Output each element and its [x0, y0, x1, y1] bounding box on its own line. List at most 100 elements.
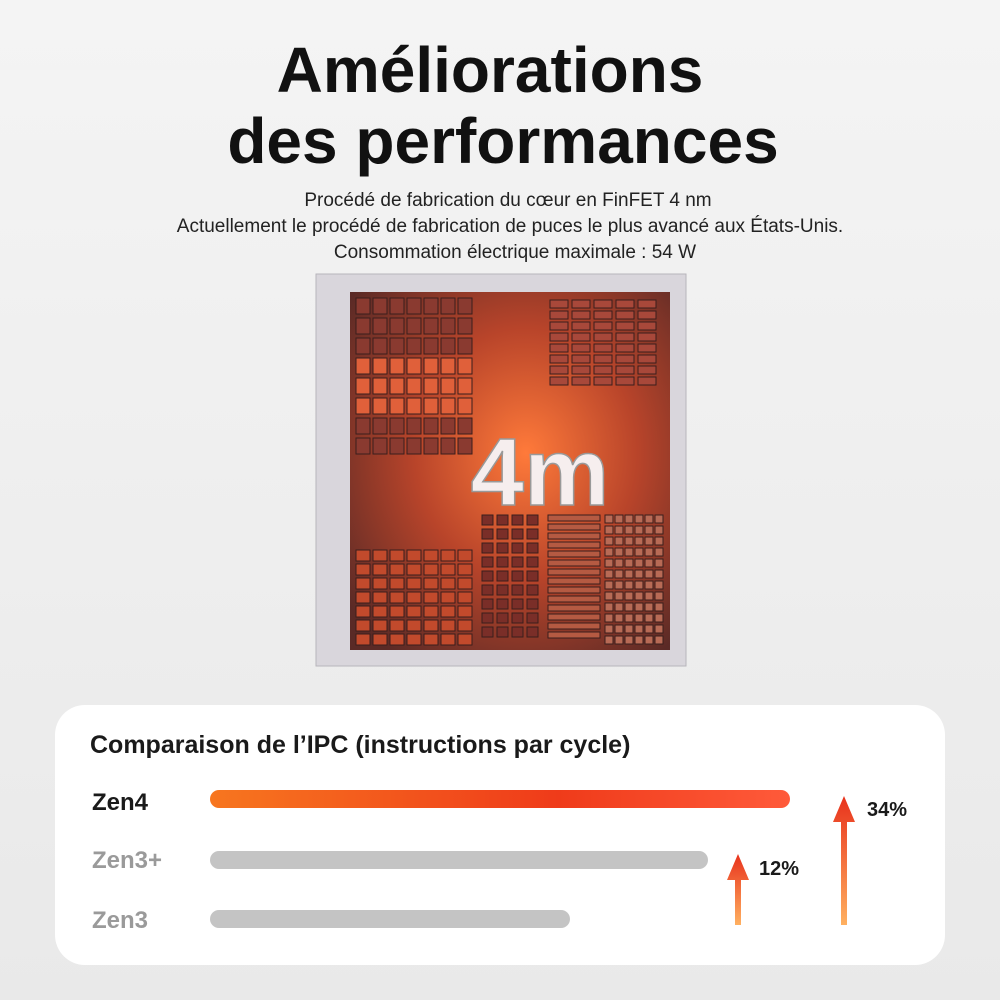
chip-cell: [549, 332, 569, 342]
chip-cell: [624, 635, 634, 645]
chip-cell: [571, 376, 591, 386]
chip-cell: [423, 317, 439, 335]
chip-cell: [423, 633, 439, 646]
chip-cell: [423, 563, 439, 576]
chip-cell: [614, 580, 624, 590]
chip-cell: [604, 558, 614, 568]
chip-cell: [423, 337, 439, 355]
chip-cell: [637, 343, 657, 353]
chip-cell: [547, 514, 601, 522]
chip-cell: [547, 550, 601, 558]
chip-cell: [654, 536, 664, 546]
chip-cell: [355, 317, 371, 335]
chip-cell: [644, 591, 654, 601]
chip-cell: [644, 547, 654, 557]
row-label: Zen4: [92, 789, 149, 816]
chip-cell: [389, 357, 405, 375]
chip-cell: [614, 624, 624, 634]
chip-cell: [355, 619, 371, 632]
chip-cell: [372, 357, 388, 375]
chip-cell: [547, 622, 601, 630]
chip-cell: [372, 591, 388, 604]
chip-cell: [355, 377, 371, 395]
chip-cell: [511, 556, 524, 568]
subtitle: Consommation électrique maximale : 54 W: [334, 242, 696, 263]
chip-cell: [615, 321, 635, 331]
chip-cell: [644, 536, 654, 546]
chip-cell: [637, 310, 657, 320]
chip-cell: [654, 547, 664, 557]
chip-cell: [547, 595, 601, 603]
chip-cell: [634, 547, 644, 557]
chip-cell: [440, 549, 456, 562]
chip-cell: [547, 631, 601, 639]
chip-cell: [547, 559, 601, 567]
chip-cell: [634, 602, 644, 612]
chip-cell: [457, 591, 473, 604]
chip-cell: [406, 337, 422, 355]
chip-cell: [593, 354, 613, 364]
chip-cell: [440, 417, 456, 435]
chip-cell: [644, 525, 654, 535]
chip-cell: [604, 613, 614, 623]
chip-cell: [624, 624, 634, 634]
chip-cell: [624, 536, 634, 546]
chip-cell: [389, 619, 405, 632]
chip-cell: [457, 337, 473, 355]
chip-cell: [549, 321, 569, 331]
chip-cell: [615, 376, 635, 386]
chip-cell: [355, 297, 371, 315]
chip-cell: [355, 337, 371, 355]
chip-cell: [423, 591, 439, 604]
chip-cell: [624, 591, 634, 601]
chip-cell: [355, 577, 371, 590]
chip-cell: [624, 525, 634, 535]
chip-cell: [593, 343, 613, 353]
chip-cell: [496, 612, 509, 624]
bar-zen4: [210, 790, 790, 808]
chip-cell: [389, 577, 405, 590]
chip-cell: [624, 580, 634, 590]
chip-cell: [637, 354, 657, 364]
chip-cell: [440, 317, 456, 335]
chip-cell: [440, 377, 456, 395]
chip-cell: [549, 376, 569, 386]
chip-cell: [624, 569, 634, 579]
chip-cell: [571, 321, 591, 331]
chip-cell: [644, 569, 654, 579]
chip-cell: [481, 556, 494, 568]
chip-cell: [389, 437, 405, 455]
chip-cell: [571, 365, 591, 375]
chip-cell: [654, 580, 664, 590]
chip-cell: [604, 536, 614, 546]
chip-cell: [604, 602, 614, 612]
chip-cell: [615, 310, 635, 320]
chip-cell: [511, 612, 524, 624]
chip-cell: [654, 525, 664, 535]
chip-cell: [644, 635, 654, 645]
chip-cell: [423, 417, 439, 435]
chip-cell: [511, 584, 524, 596]
chip-cell: [549, 354, 569, 364]
chip-cell: [355, 563, 371, 576]
chip-cell: [615, 332, 635, 342]
chip-cell: [571, 310, 591, 320]
chip-cell: [604, 547, 614, 557]
chip-cell: [406, 357, 422, 375]
chip-cell: [615, 343, 635, 353]
chip-cell: [423, 397, 439, 415]
chip-cell: [496, 570, 509, 582]
chip-cell: [481, 528, 494, 540]
chip-cell: [481, 514, 494, 526]
chip-cell: [593, 332, 613, 342]
chip-cell: [644, 558, 654, 568]
chip-cell: [423, 377, 439, 395]
chip-cell: [644, 613, 654, 623]
chip-cell: [372, 605, 388, 618]
chip-cell: [637, 299, 657, 309]
chip-cell: [389, 397, 405, 415]
chip-cell: [526, 514, 539, 526]
chip-cell: [440, 577, 456, 590]
chip-cell: [526, 556, 539, 568]
